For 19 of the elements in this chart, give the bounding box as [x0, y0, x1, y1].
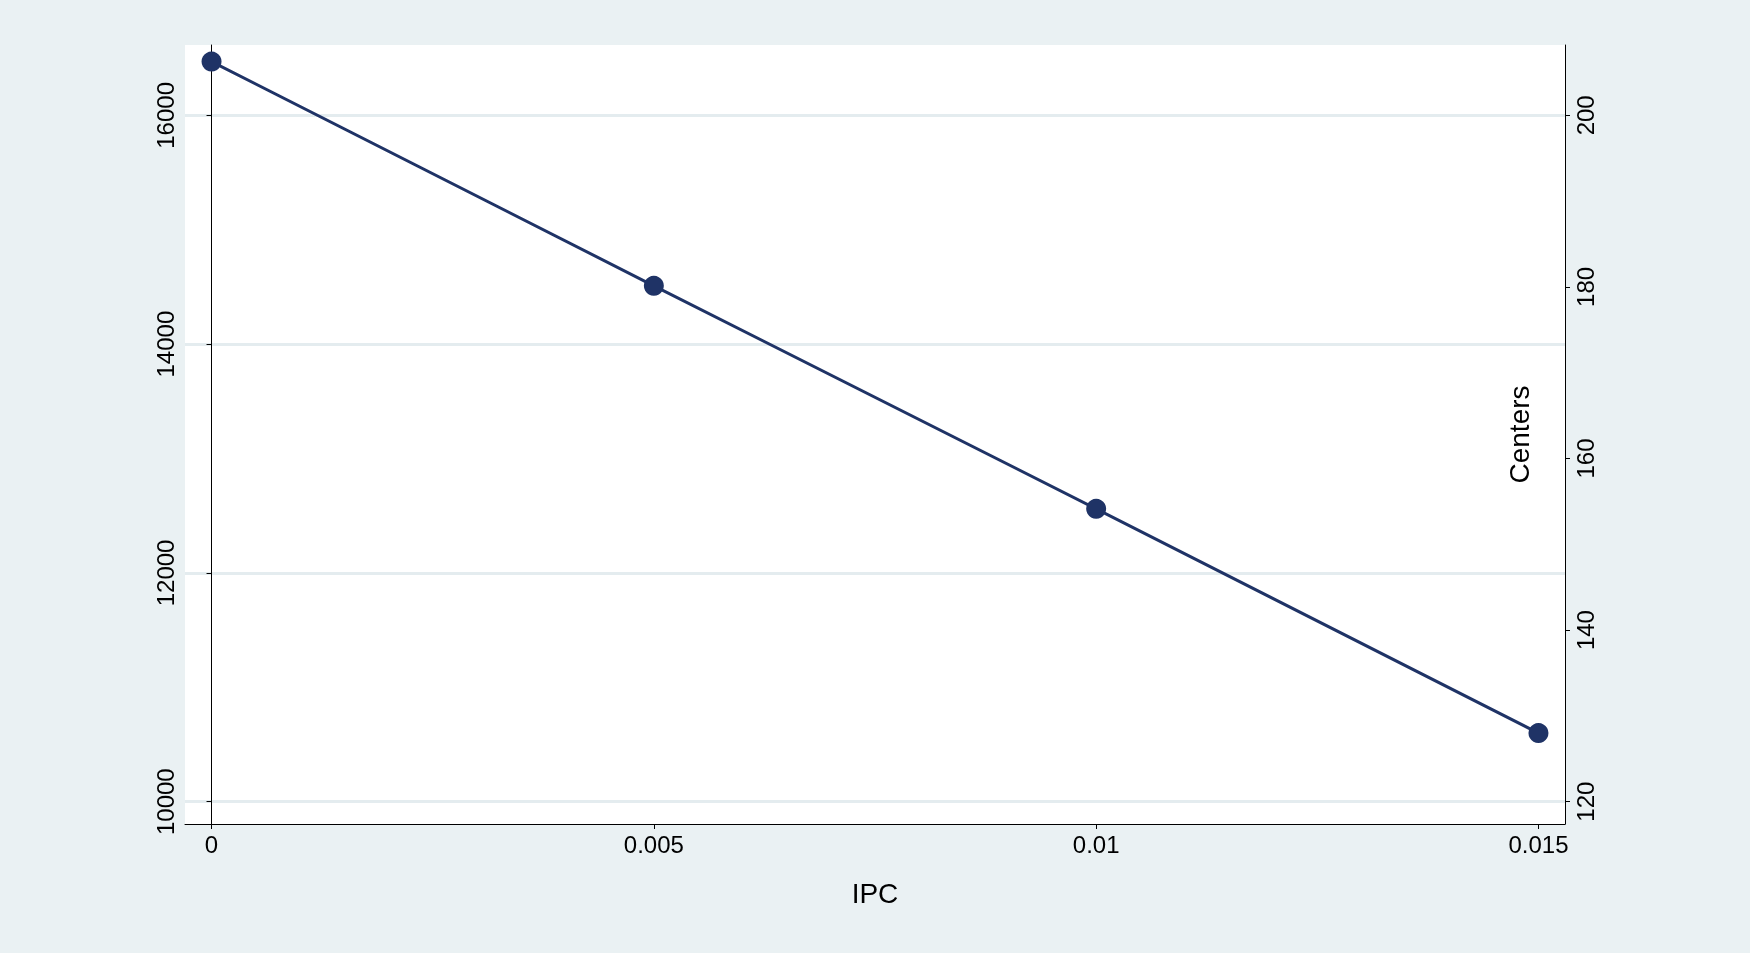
point: [201, 51, 222, 72]
x-tick-label: 0: [204, 830, 219, 858]
y2-tick-label: 140: [1571, 610, 1599, 651]
y2-tick-label: 120: [1571, 781, 1599, 822]
y2-tick-label: 180: [1571, 266, 1599, 307]
y2-tick-label: 200: [1571, 95, 1599, 136]
y-tick-label: 14000: [151, 310, 179, 378]
y-tick-label: 10000: [151, 768, 179, 836]
y2-axis-title: Centers: [1503, 385, 1535, 484]
y-tick-label: 16000: [151, 81, 179, 149]
y2-tick-label: 160: [1571, 438, 1599, 479]
point: [1086, 498, 1107, 519]
x-tick-label: 0.005: [623, 830, 684, 858]
point: [643, 275, 664, 296]
x-tick-label: 0.01: [1072, 830, 1120, 858]
y-tick-label: 12000: [151, 539, 179, 607]
x-axis-title: IPC: [851, 877, 899, 909]
point: [1528, 723, 1549, 744]
x-tick-label: 0.015: [1508, 830, 1569, 858]
